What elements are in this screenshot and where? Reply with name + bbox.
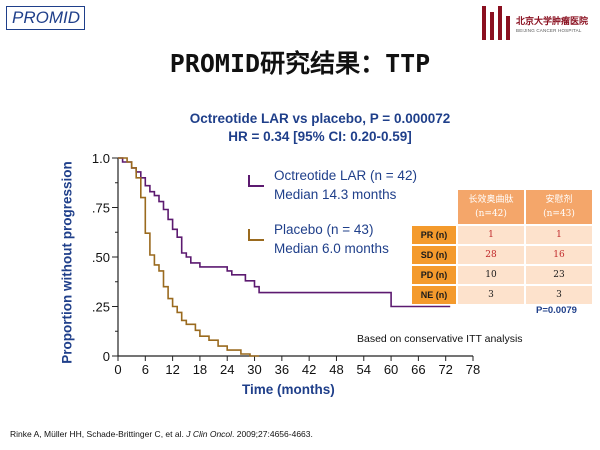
legend-octreotide-swatch (248, 175, 264, 187)
slide-title: PROMID研究结果：TTP (169, 49, 431, 78)
table-cell: 1 (526, 226, 592, 244)
y-tick-label: .50 (92, 250, 110, 265)
logo-english-name: BEIJING CANCER HOSPITAL (516, 28, 582, 33)
table-row-label: PR (n) (412, 226, 456, 244)
table-cell: 23 (526, 266, 592, 284)
legend-placebo-median: Median 6.0 months (274, 241, 389, 256)
x-tick-label: 72 (438, 362, 452, 377)
table-row-label: PD (n) (412, 266, 456, 284)
y-tick-label: 0 (103, 349, 110, 364)
section-tag: PROMID (6, 6, 85, 30)
legend-placebo-swatch (248, 229, 264, 241)
legend-octreotide-name: Octreotide LAR (n = 42) (274, 168, 417, 183)
legend-placebo-name: Placebo (n = 43) (274, 222, 374, 237)
table-cell: 3 (458, 286, 524, 304)
x-tick-label: 0 (114, 362, 121, 377)
x-tick-label: 30 (247, 362, 261, 377)
table-header-placebo: 安慰剂 (n=43) (526, 190, 592, 224)
x-tick-label: 18 (193, 362, 207, 377)
table-row: PD (n) 10 23 (412, 266, 592, 284)
table-row: PR (n) 1 1 (412, 226, 592, 244)
chart-series (118, 157, 451, 357)
reference-authors: Rinke A, Müller HH, Schade-Brittinger C,… (10, 429, 187, 439)
table-cell: 28 (458, 246, 524, 264)
table-cell: 10 (458, 266, 524, 284)
table-p-value: P=0.0079 (536, 305, 577, 316)
table-cell: 1 (458, 226, 524, 244)
logo-chinese-name: 北京大学肿瘤医院 (516, 17, 589, 27)
reference-citation: Rinke A, Müller HH, Schade-Brittinger C,… (10, 429, 313, 439)
x-tick-label: 24 (220, 362, 234, 377)
octreotide-curve (118, 157, 451, 308)
table-row: SD (n) 28 16 (412, 246, 592, 264)
table-row: NE (n) 3 3 (412, 286, 592, 304)
x-tick-label: 54 (357, 362, 371, 377)
hospital-emblem-icon (482, 6, 510, 40)
table-cell: 3 (526, 286, 592, 304)
x-tick-label: 60 (384, 362, 398, 377)
x-tick-label: 48 (329, 362, 343, 377)
chart-annotation: Based on conservative ITT analysis (357, 333, 523, 345)
x-axis-label: Time (months) (242, 382, 335, 397)
y-axis-label: Proportion without progression (59, 161, 75, 364)
table-header-octreotide: 长效奥曲肽 (n=42) (458, 190, 524, 224)
table-row-label: NE (n) (412, 286, 456, 304)
y-tick-label: 1.0 (92, 151, 110, 166)
reference-journal: J Clin Oncol (186, 429, 233, 439)
x-tick-label: 12 (165, 362, 179, 377)
x-tick-label: 36 (275, 362, 289, 377)
x-tick-label: 42 (302, 362, 316, 377)
x-tick-label: 78 (466, 362, 480, 377)
table-row-label: SD (n) (412, 246, 456, 264)
placebo-curve (118, 157, 260, 357)
x-tick-label: 6 (142, 362, 149, 377)
y-tick-label: .75 (92, 201, 110, 216)
hospital-logo: 北京大学肿瘤医院 BEIJING CANCER HOSPITAL (476, 2, 598, 48)
reference-details: . 2009;27:4656-4663. (232, 429, 313, 439)
chart-subtitle: HR = 0.34 [95% CI: 0.20-0.59] (228, 129, 412, 144)
y-tick-label: .25 (92, 300, 110, 315)
x-tick-label: 66 (411, 362, 425, 377)
chart-axes: 0 6 12 18 24 30 36 42 48 54 60 66 72 78 0 .25 .50 .75 1.0 (92, 151, 480, 377)
response-table: 长效奥曲肽 (n=42) 安慰剂 (n=43) PR (n) 1 1 SD (n) 28 16… (410, 188, 594, 306)
table-cell: 16 (526, 246, 592, 264)
legend-octreotide-median: Median 14.3 months (274, 187, 397, 202)
chart-title: Octreotide LAR vs placebo, P = 0.000072 (189, 111, 451, 126)
